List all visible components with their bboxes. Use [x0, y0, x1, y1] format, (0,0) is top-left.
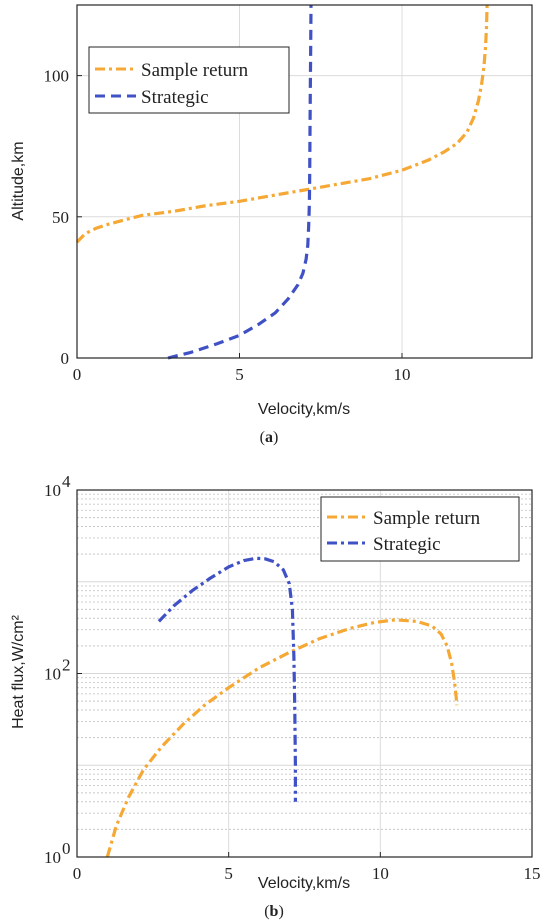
- y-tick-label: 10: [44, 848, 61, 867]
- series-lines-a: [75, 4, 489, 360]
- x-tick-label: 5: [224, 864, 233, 883]
- legend-label-strategic: Strategic: [141, 87, 209, 108]
- x-tick-label: 10: [394, 365, 411, 384]
- series-line-strategic-b: [157, 556, 297, 802]
- y-tick-exponent: 4: [62, 472, 71, 491]
- caption-b: (b): [264, 903, 284, 920]
- y-tick-label: 0: [61, 349, 70, 368]
- legend-b: Sample return Strategic: [320, 496, 520, 562]
- x-tick-label: 10: [372, 864, 389, 883]
- legend-box-a: [88, 46, 290, 114]
- x-tick-label: 15: [524, 864, 541, 883]
- series-lines-b: [105, 556, 459, 858]
- y-tick-label: 10: [44, 665, 61, 684]
- x-axis-label-b: Velocity,km/s: [258, 875, 350, 892]
- x-tick-label: 0: [73, 365, 82, 384]
- legend-a: Sample return Strategic: [88, 46, 290, 114]
- caption-a-letter: a: [265, 429, 273, 446]
- y-tick-label: 10: [44, 481, 61, 500]
- y-axis-label-a: Altitude,km: [10, 141, 27, 220]
- legend-label-strategic-b: Strategic: [373, 534, 441, 555]
- legend-label-sample-return: Sample return: [141, 60, 249, 81]
- y-tick-exponent: 2: [62, 656, 71, 675]
- y-tick-exponent: 0: [62, 839, 71, 858]
- series-line-strategic: [167, 4, 313, 360]
- caption-b-letter: b: [270, 903, 279, 920]
- axes-frame-a: [76, 4, 533, 359]
- series-line-sample-return: [75, 4, 489, 244]
- y-tick-label: 100: [44, 67, 70, 86]
- series-line-sample-return-b: [105, 618, 459, 858]
- x-axis-label-a: Velocity,km/s: [258, 401, 350, 418]
- legend-box-b: [320, 496, 520, 562]
- legend-label-sample-return-b: Sample return: [373, 508, 481, 529]
- y-axis-label-b: Heat flux,W/cm²: [10, 614, 27, 728]
- caption-a: (a): [260, 429, 279, 446]
- x-tick-label: 0: [73, 864, 82, 883]
- y-tick-label: 50: [52, 208, 69, 227]
- x-tick-label: 5: [235, 365, 244, 384]
